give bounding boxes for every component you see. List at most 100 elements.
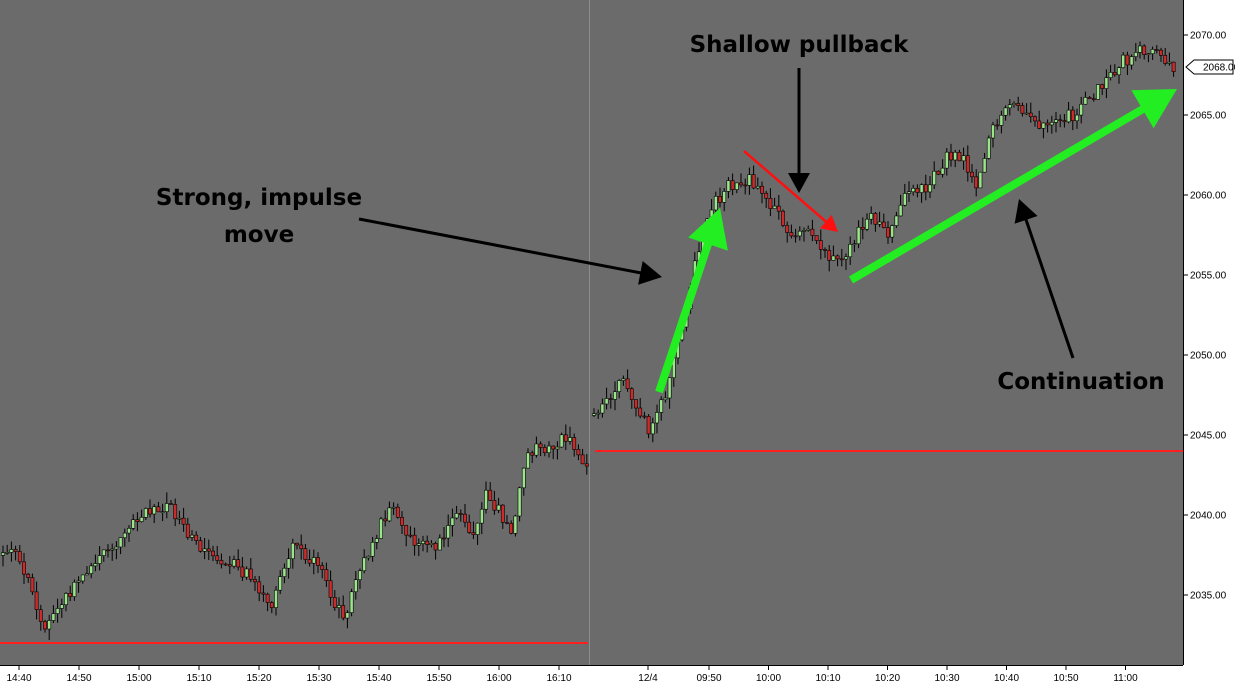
candle-body <box>509 523 514 534</box>
candle-prev-61 <box>257 576 262 602</box>
candle-body <box>659 399 664 413</box>
support-levels-group <box>0 450 1183 644</box>
candle-cur-11 <box>638 397 643 419</box>
candle-body <box>1028 112 1033 117</box>
candle-cur-42 <box>768 188 773 217</box>
candle-cur-112 <box>1062 114 1067 128</box>
candle-prev-50 <box>211 545 215 562</box>
candle-body <box>253 579 257 583</box>
candle-prev-55 <box>232 555 236 569</box>
candle-cur-14 <box>650 417 655 443</box>
candle-cur-95 <box>991 121 995 148</box>
candle-body <box>1070 109 1075 122</box>
candle-prev-56 <box>236 549 241 571</box>
candle-cur-116 <box>1079 96 1084 124</box>
candle-body <box>206 548 211 552</box>
candle-body <box>781 210 785 226</box>
candle-cur-79 <box>923 174 928 201</box>
candle-cur-96 <box>995 119 1000 130</box>
pullback-pointer-arrow-head <box>788 173 810 193</box>
x-tick-label: 15:00 <box>126 673 151 684</box>
candle-cur-132 <box>1146 53 1151 63</box>
y-tick-label: 2035.00 <box>1190 591 1227 602</box>
candle-body <box>412 534 417 546</box>
candle-cur-118 <box>1087 96 1092 99</box>
candle-body <box>1003 107 1008 116</box>
candle-cur-17 <box>663 391 668 403</box>
candle-prev-1 <box>5 544 10 555</box>
candle-cur-137 <box>1167 52 1172 66</box>
candle-prev-120 <box>505 514 509 525</box>
candle-body <box>261 592 266 595</box>
candle-prev-26 <box>110 543 115 561</box>
candle-body <box>1121 54 1126 68</box>
candle-prev-6 <box>26 572 31 583</box>
candle-body <box>383 518 388 522</box>
candle-prev-122 <box>513 514 518 537</box>
y-tick-label: 2040.00 <box>1190 511 1227 522</box>
x-tick-label: 16:10 <box>546 673 571 684</box>
candle-cur-18 <box>667 377 672 409</box>
candle-prev-30 <box>127 525 131 542</box>
candle-cur-38 <box>751 165 756 190</box>
candle-cur-89 <box>965 145 970 182</box>
candle-cur-45 <box>781 209 785 228</box>
candle-body <box>961 155 966 162</box>
candle-cur-50 <box>802 227 806 242</box>
candle-cur-3 <box>604 387 609 410</box>
candle-cur-52 <box>810 219 815 242</box>
candle-body <box>814 235 819 241</box>
candle-prev-48 <box>202 538 207 560</box>
candle-prev-107 <box>450 508 455 537</box>
candle-prev-13 <box>55 598 60 623</box>
candle-cur-57 <box>831 245 836 261</box>
candle-prev-42 <box>177 510 182 525</box>
candle-prev-52 <box>219 553 224 569</box>
annotations: Strong, impulse move Shallow pullback Co… <box>156 32 1165 395</box>
candle-body <box>663 397 668 401</box>
candle-body <box>316 557 320 566</box>
x-tick-label: 15:20 <box>246 673 271 684</box>
candle-body <box>454 513 459 519</box>
candle-body <box>667 377 672 399</box>
candle-cur-43 <box>772 197 777 209</box>
continuation-green-arrow-shaft <box>848 102 1150 284</box>
y-tick-label: 2050.00 <box>1190 351 1227 362</box>
candle-body <box>442 537 446 540</box>
candle-body <box>219 560 224 565</box>
candle-body <box>1045 122 1050 126</box>
candle-prev-83 <box>349 588 354 617</box>
candle-prev-14 <box>59 598 64 618</box>
candle-body <box>303 548 308 560</box>
candle-cur-103 <box>1024 103 1029 116</box>
candle-prev-111 <box>467 514 472 534</box>
candle-cur-93 <box>982 152 987 173</box>
candle-body <box>1159 49 1163 56</box>
candle-body <box>802 230 806 232</box>
candle-cur-71 <box>890 224 895 244</box>
candle-cur-92 <box>978 171 983 189</box>
candle-body <box>324 569 329 581</box>
candle-body <box>806 228 811 231</box>
candle-body <box>374 538 379 543</box>
candle-cur-62 <box>852 239 857 253</box>
x-tick-label: 15:30 <box>306 673 331 684</box>
candle-body <box>202 548 207 552</box>
candle-cur-97 <box>999 110 1004 134</box>
candle-body <box>1091 98 1096 100</box>
candle-prev-69 <box>290 538 295 569</box>
candle-body <box>768 197 773 209</box>
candle-body <box>1163 55 1168 64</box>
candle-body <box>76 580 81 583</box>
candle-body <box>164 503 169 512</box>
candle-body <box>496 504 501 511</box>
candle-body <box>865 218 869 230</box>
x-tick-label: 09:50 <box>696 673 721 684</box>
candle-body <box>1117 67 1121 76</box>
candle-body <box>421 540 425 544</box>
candle-cur-13 <box>646 414 651 439</box>
candle-cur-54 <box>818 229 823 260</box>
candle-prev-10 <box>43 619 47 633</box>
candle-body <box>101 549 106 556</box>
candle-body <box>139 517 144 522</box>
